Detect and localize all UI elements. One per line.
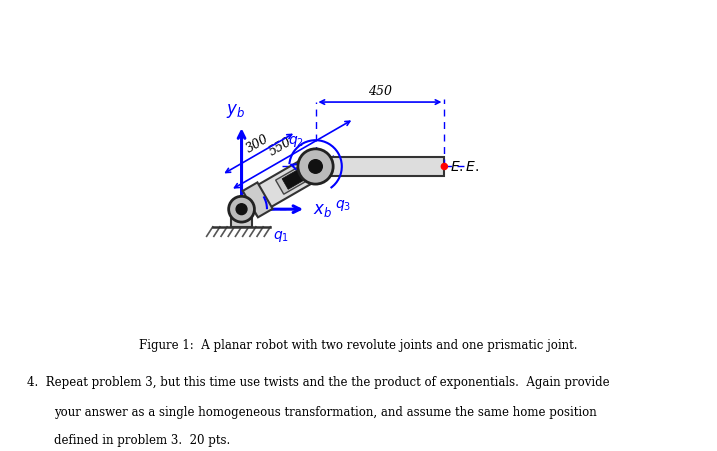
Polygon shape (315, 158, 445, 176)
Text: your answer as a single homogeneous transformation, and assume the same home pos: your answer as a single homogeneous tran… (54, 405, 597, 418)
Circle shape (236, 204, 247, 215)
Text: $q_1$: $q_1$ (272, 228, 288, 243)
Text: 300: 300 (244, 132, 271, 155)
Text: 450: 450 (368, 85, 392, 98)
Text: 550: 550 (267, 134, 294, 158)
Text: 4.  Repeat problem 3, but this time use twists and the the product of exponentia: 4. Repeat problem 3, but this time use t… (27, 376, 610, 388)
Text: $q_2$: $q_2$ (288, 133, 304, 148)
Text: $x_b$: $x_b$ (313, 201, 333, 218)
Polygon shape (243, 183, 272, 218)
Polygon shape (275, 167, 308, 195)
Circle shape (298, 150, 333, 185)
Polygon shape (244, 156, 322, 216)
Text: defined in problem 3.  20 pts.: defined in problem 3. 20 pts. (54, 433, 230, 446)
Circle shape (229, 197, 255, 222)
Text: $y_b$: $y_b$ (226, 102, 245, 120)
Text: $q_3$: $q_3$ (335, 198, 351, 212)
Bar (232, 210, 252, 227)
Circle shape (441, 164, 447, 170)
Text: $E.E.$: $E.E.$ (450, 160, 480, 174)
Text: Figure 1:  A planar robot with two revolute joints and one prismatic joint.: Figure 1: A planar robot with two revolu… (139, 338, 578, 351)
Polygon shape (282, 170, 305, 190)
Circle shape (309, 161, 323, 174)
